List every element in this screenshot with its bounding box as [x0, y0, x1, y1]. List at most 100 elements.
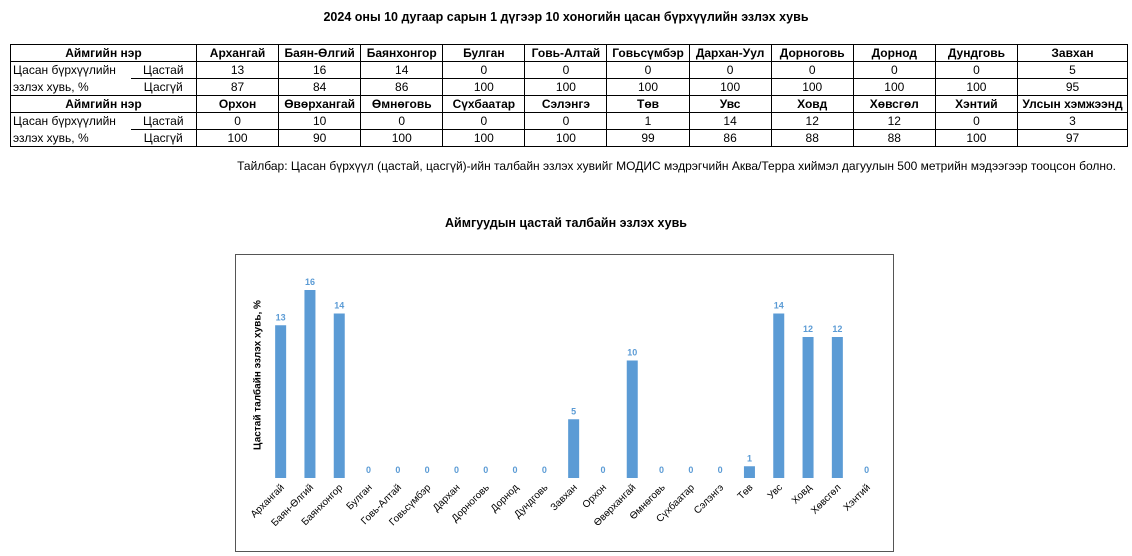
nosnow-value-cell: 100: [195, 129, 280, 147]
sub-label-cell: Цасгүй: [130, 129, 197, 147]
table-row-snow: Цасан бүрхүүлийн Цастай 0 10 0 0 0 1 14 12 12 0 3: [10, 112, 1128, 130]
snow-value-cell: 0: [524, 61, 608, 79]
aimag-name-cell: Увс: [688, 95, 772, 113]
aimag-name-cell: Өвөрхангай: [278, 95, 362, 113]
aimag-name-cell: Ховд: [770, 95, 854, 113]
aimag-name-cell: Дархан-Уул: [688, 44, 772, 62]
data-label: 14: [774, 301, 784, 311]
row-label-cell: эзлэх хувь, %: [10, 129, 131, 147]
nosnow-value-cell: 84: [278, 78, 362, 96]
bar: [626, 360, 638, 478]
snow-value-cell: 1: [606, 112, 690, 130]
data-label: 12: [832, 324, 842, 334]
aimag-name-cell: Төв: [606, 95, 690, 113]
nosnow-value-cell: 100: [770, 78, 854, 96]
snow-value-cell: 5: [1017, 61, 1128, 79]
table-row-snow: Цасан бүрхүүлийн Цастай 13 16 14 0 0 0 0 0 0 0 5: [10, 61, 1128, 79]
bar-chart-svg: 13Архангай16Баян-Өлгий14Баянхонгор0Булга…: [249, 277, 873, 529]
x-tick-label: Хөвсгөл: [809, 482, 843, 516]
data-label: 0: [425, 465, 430, 475]
x-tick-label: Хэнтий: [842, 482, 873, 513]
aimag-name-cell: Говьсүмбэр: [606, 44, 690, 62]
snow-value-cell: 0: [524, 112, 608, 130]
snow-value-cell: 0: [195, 112, 280, 130]
row-label-cell: эзлэх хувь, %: [10, 78, 131, 96]
bar: [568, 419, 580, 478]
bar: [773, 313, 785, 478]
nosnow-value-cell: 86: [360, 78, 444, 96]
data-label: 13: [276, 312, 286, 322]
aimag-name-cell: Дорнод: [852, 44, 936, 62]
data-label: 5: [571, 406, 576, 416]
data-label: 0: [864, 465, 869, 475]
snow-value-cell: 0: [688, 61, 772, 79]
nosnow-value-cell: 100: [442, 78, 526, 96]
bar: [304, 290, 316, 478]
nosnow-value-cell: 88: [852, 129, 936, 147]
aimag-name-cell: Булган: [442, 44, 526, 62]
snow-value-cell: 3: [1017, 112, 1128, 130]
snow-value-cell: 14: [688, 112, 772, 130]
aimag-name-cell: Говь-Алтай: [524, 44, 608, 62]
bar: [802, 337, 814, 478]
data-label: 0: [659, 465, 664, 475]
snow-value-cell: 0: [852, 61, 936, 79]
nosnow-value-cell: 100: [606, 78, 690, 96]
snow-value-cell: 0: [442, 112, 526, 130]
aimag-name-cell: Хэнтий: [934, 95, 1019, 113]
snow-cover-table: Аймгийн нэр Архангай Баян-Өлгий Баянхонгор Б…: [10, 44, 1128, 147]
data-label: 0: [718, 465, 723, 475]
nosnow-value-cell: 100: [524, 129, 608, 147]
snow-value-cell: 0: [360, 112, 444, 130]
nosnow-value-cell: 100: [852, 78, 936, 96]
aimag-name-cell: Орхон: [195, 95, 280, 113]
nosnow-value-cell: 88: [770, 129, 854, 147]
data-label: 0: [483, 465, 488, 475]
x-tick-label: Орхон: [581, 482, 609, 510]
snow-value-cell: 0: [934, 61, 1019, 79]
data-label: 0: [395, 465, 400, 475]
table-header-row: Аймгийн нэр Архангай Баян-Өлгий Баянхонгор Б…: [10, 44, 1128, 62]
data-label: 1: [747, 453, 752, 463]
table-row-nosnow: эзлэх хувь, % Цасгүй 100 90 100 100 100 99 86 88 8…: [10, 129, 1128, 147]
data-label: 0: [454, 465, 459, 475]
chart-area: 13 Архангай 16 Баян-Өлгий 14 Баянхонгор 0 Булга…: [235, 254, 894, 552]
bar: [333, 313, 345, 478]
data-label: 0: [542, 465, 547, 475]
snow-value-cell: 0: [934, 112, 1019, 130]
x-tick-label: Сэлэнгэ: [692, 482, 726, 516]
bar: [275, 325, 287, 478]
x-tick-label: Увс: [766, 482, 785, 501]
nosnow-value-cell: 100: [360, 129, 444, 147]
header-label-cell: Аймгийн нэр: [10, 44, 197, 62]
chart-title: Аймгуудын цастай талбайн эзлэх хувь: [445, 216, 687, 230]
nosnow-value-cell: 97: [1017, 129, 1128, 147]
data-label: 10: [627, 348, 637, 358]
x-tick-label: Төв: [736, 482, 756, 502]
aimag-name-cell: Улсын хэмжээнд: [1017, 95, 1128, 113]
x-tick-label: Завхан: [549, 482, 580, 513]
snow-value-cell: 13: [195, 61, 280, 79]
snow-value-cell: 10: [278, 112, 362, 130]
snow-value-cell: 0: [606, 61, 690, 79]
snow-value-cell: 0: [442, 61, 526, 79]
data-label: 0: [688, 465, 693, 475]
data-label: 0: [513, 465, 518, 475]
snow-value-cell: 12: [770, 112, 854, 130]
table-header-row: Аймгийн нэр Орхон Өвөрхангай Өмнөговь Сүхбаа…: [10, 95, 1128, 113]
nosnow-value-cell: 86: [688, 129, 772, 147]
data-label: 16: [305, 277, 315, 287]
nosnow-value-cell: 99: [606, 129, 690, 147]
aimag-name-cell: Сэлэнгэ: [524, 95, 608, 113]
snow-value-cell: 14: [360, 61, 444, 79]
table-row-nosnow: эзлэх хувь, % Цасгүй 87 84 86 100 100 100 100 100…: [10, 78, 1128, 96]
page-title: 2024 оны 10 дугаар сарын 1 дүгээр 10 хон…: [323, 10, 809, 24]
nosnow-value-cell: 100: [934, 78, 1019, 96]
x-tick-label: Ховд: [790, 482, 814, 506]
snow-value-cell: 12: [852, 112, 936, 130]
data-label: 14: [334, 301, 344, 311]
row-label-cell: Цасан бүрхүүлийн: [10, 112, 131, 130]
snow-value-cell: 0: [770, 61, 854, 79]
aimag-name-cell: Дундговь: [934, 44, 1019, 62]
data-label: 0: [600, 465, 605, 475]
